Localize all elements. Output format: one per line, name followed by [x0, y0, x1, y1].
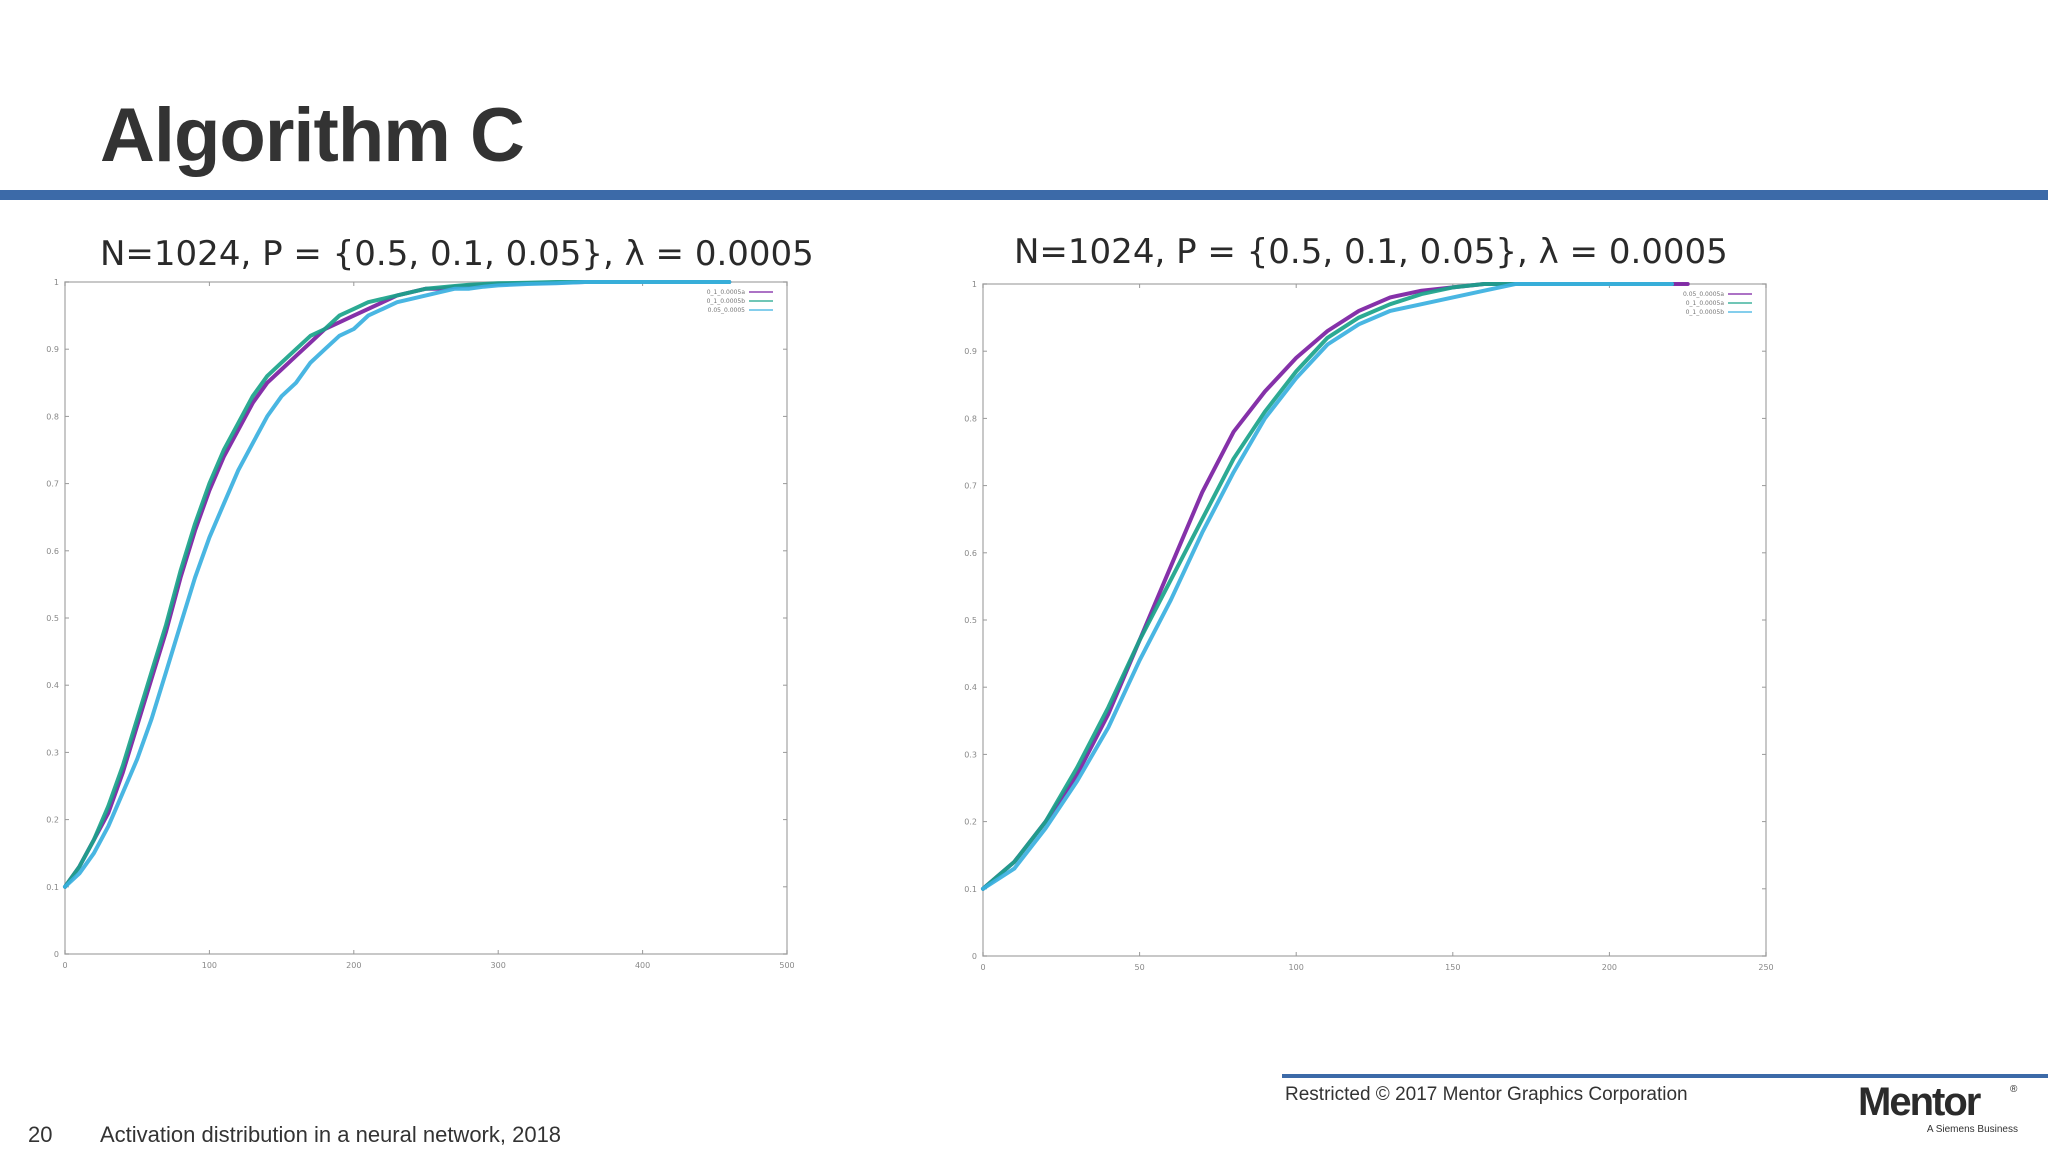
footer-note: Activation distribution in a neural netw… [100, 1122, 562, 1147]
chart-right-y-tick-label: 0.5 [964, 616, 977, 625]
chart-left-x-tick-label: 400 [635, 961, 650, 970]
chart-right-y-tick-label: 0.8 [964, 414, 977, 423]
copyright-notice: Restricted © 2017 Mentor Graphics Corpor… [1285, 1084, 1688, 1105]
chart-left-series-3-line [63, 280, 732, 889]
chart-right-legend-label: 0_1_0.0005b [1686, 309, 1725, 316]
chart-right-series-3-line [981, 282, 1674, 891]
chart-left-x-tick-label: 500 [779, 961, 794, 970]
chart-right-y-tick-label: 0.7 [964, 482, 977, 491]
chart-left-legend-label: 0_1_0.0005a [707, 289, 746, 296]
chart-left-x-tick-label: 200 [346, 961, 361, 970]
chart-left-y-tick-label: 0.4 [46, 681, 59, 690]
chart-right-title: N=1024, P = {0.5, 0.1, 0.05}, λ = 0.0005 [1014, 232, 1728, 272]
chart-left-y-tick-label: 0.9 [46, 345, 59, 354]
chart-left-x-tick-label: 300 [491, 961, 506, 970]
logo-wordmark: Mentor [1858, 1080, 1981, 1124]
chart-left-y-tick-label: 0.6 [46, 547, 59, 556]
chart-left-x-tick-label: 100 [202, 961, 217, 970]
title-divider [0, 190, 2048, 200]
chart-right-x-tick-label: 200 [1602, 963, 1617, 972]
chart-right-x-tick-label: 250 [1758, 963, 1773, 972]
chart-left-y-tick-label: 0 [54, 950, 59, 959]
page-title: Algorithm C [100, 93, 525, 178]
chart-left-title: N=1024, P = {0.5, 0.1, 0.05}, λ = 0.0005 [100, 234, 814, 274]
chart-left-y-tick-label: 0.5 [46, 614, 59, 623]
slide-number: 20 [28, 1122, 53, 1147]
chart-right-x-tick-label: 100 [1289, 963, 1304, 972]
chart-left-x-tick-label: 0 [62, 961, 67, 970]
chart-left: 0 0.1 0.2 0.3 0.4 0.5 0.6 0.7 0.8 0.9 1 0 100 200 300 4… [46, 278, 794, 970]
chart-right-legend-label: 0_1_0.0005a [1686, 300, 1725, 307]
chart-left-y-tick-label: 0.7 [46, 480, 59, 489]
chart-right-y-tick-label: 0.4 [964, 683, 977, 692]
chart-right-legend-label: 0.05_0.0005a [1683, 291, 1724, 298]
chart-right-x-tick-label: 0 [980, 963, 985, 972]
chart-right: 0 0.1 0.2 0.3 0.4 0.5 0.6 0.7 0.8 0.9 1 0 50 100 150 20… [964, 280, 1773, 972]
chart-left-y-tick-label: 0.2 [46, 816, 59, 825]
chart-right-y-tick-label: 0.3 [964, 750, 977, 759]
chart-right-y-tick-label: 0 [972, 952, 977, 961]
chart-right-y-tick-label: 0.1 [964, 885, 977, 894]
logo-tagline: A Siemens Business [1926, 1124, 2018, 1135]
chart-right-x-tick-label: 150 [1445, 963, 1460, 972]
chart-right-x-tick-label: 50 [1135, 963, 1145, 972]
chart-right-y-tick-label: 0.9 [964, 347, 977, 356]
chart-right-y-tick-label: 1 [972, 280, 977, 289]
chart-left-y-tick-label: 1 [54, 278, 59, 287]
chart-left-y-tick-label: 0.8 [46, 412, 59, 421]
chart-left-plot-frame [64, 281, 788, 955]
chart-right-y-tick-label: 0.6 [964, 549, 977, 558]
chart-left-legend-label: 0_1_0.0005b [707, 298, 746, 305]
logo-registered-mark: ® [2010, 1084, 2018, 1095]
footer-divider [1282, 1074, 2048, 1078]
chart-right-plot-frame [982, 283, 1767, 957]
mentor-logo: Mentor ® A Siemens Business [1858, 1080, 2018, 1135]
chart-left-y-tick-label: 0.1 [46, 883, 59, 892]
chart-right-y-tick-label: 0.2 [964, 818, 977, 827]
chart-left-y-tick-label: 0.3 [46, 748, 59, 757]
chart-left-legend-label: 0.05_0.0005 [708, 307, 746, 314]
